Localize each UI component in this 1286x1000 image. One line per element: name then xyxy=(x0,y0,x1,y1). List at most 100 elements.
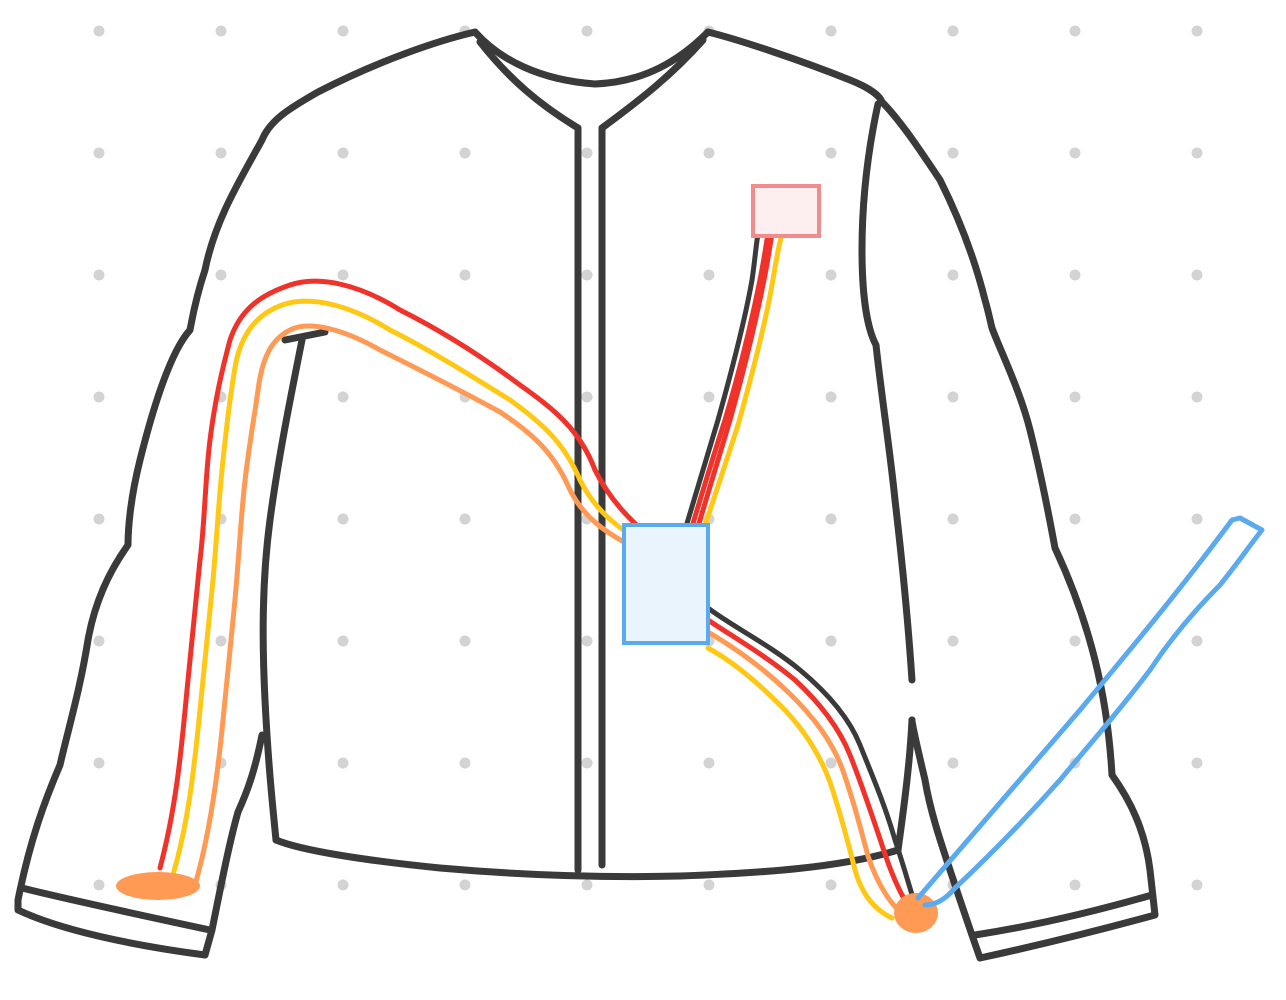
right-shoulder-outline xyxy=(704,28,1159,962)
jacket-body-outline xyxy=(14,28,479,959)
grid-dot xyxy=(1191,635,1203,647)
grid-dot xyxy=(947,25,959,37)
grid-dot xyxy=(703,879,715,891)
wire-yellow-right xyxy=(705,645,895,921)
grid-dot xyxy=(1191,391,1203,403)
grid-dot xyxy=(93,635,105,647)
grid-dot xyxy=(581,147,593,159)
grid-dot xyxy=(825,147,837,159)
right-sleeve-inner xyxy=(908,716,984,962)
grid-dot xyxy=(703,391,715,403)
grid-dot xyxy=(825,269,837,281)
grid-dot xyxy=(947,147,959,159)
grid-dot xyxy=(581,391,593,403)
left-armpit-line xyxy=(281,328,329,344)
grid-dot xyxy=(825,25,837,37)
grid-dot xyxy=(337,757,349,769)
grid-dot xyxy=(581,757,593,769)
jacket-hem xyxy=(272,836,902,881)
grid-dot xyxy=(581,269,593,281)
wire-red-left xyxy=(157,278,651,871)
wire-bundle-chest-sensor xyxy=(679,231,785,543)
grid-dot xyxy=(93,147,105,159)
grid-dot xyxy=(337,879,349,891)
grid-dot xyxy=(337,391,349,403)
left-body-side xyxy=(259,336,306,844)
grid-dot xyxy=(825,635,837,647)
grid-dot xyxy=(459,757,471,769)
grid-dot xyxy=(459,635,471,647)
grid-dot xyxy=(703,757,715,769)
wire-yellow-left xyxy=(169,298,641,881)
wire-outline-right xyxy=(705,605,921,918)
grid-dot xyxy=(947,757,959,769)
grid-dot xyxy=(337,25,349,37)
grid-dot xyxy=(1191,879,1203,891)
jacket-outline xyxy=(14,28,1159,962)
grid-dot xyxy=(93,879,105,891)
grid-dot xyxy=(581,635,593,647)
left-cuff-line xyxy=(18,884,214,934)
grid-dot xyxy=(825,879,837,891)
grid-dot xyxy=(825,757,837,769)
grid-dot xyxy=(215,635,227,647)
grid-dot xyxy=(1191,513,1203,525)
grid-dot xyxy=(947,513,959,525)
grid-dot xyxy=(93,391,105,403)
grid-dot xyxy=(459,269,471,281)
grid-dot xyxy=(581,25,593,37)
grid-dot xyxy=(1069,147,1081,159)
chest-sensor xyxy=(751,184,821,238)
drawing-stylus xyxy=(915,515,1265,908)
grid-dot xyxy=(703,269,715,281)
grid-dot xyxy=(1069,269,1081,281)
grid-dot xyxy=(93,513,105,525)
right-body-inner xyxy=(858,100,916,684)
grid-dot xyxy=(337,513,349,525)
grid-dot xyxy=(947,269,959,281)
grid-dot xyxy=(947,635,959,647)
grid-dot xyxy=(459,879,471,891)
collar-right-inner xyxy=(598,36,707,132)
grid-dot xyxy=(1069,635,1081,647)
grid-dot xyxy=(459,513,471,525)
collar-outer xyxy=(471,28,712,88)
grid-dot xyxy=(93,757,105,769)
left-sleeve-inner xyxy=(201,731,266,959)
wire-orange-right xyxy=(705,629,903,915)
grid-dot xyxy=(581,879,593,891)
grid-dot xyxy=(1191,757,1203,769)
grid-dot xyxy=(947,391,959,403)
grid-dot xyxy=(215,25,227,37)
grid-dot xyxy=(215,147,227,159)
right-body-side xyxy=(894,716,916,854)
grid-dot xyxy=(1069,879,1081,891)
wire-bundle-left-cuff xyxy=(157,278,651,888)
grid-dot xyxy=(93,25,105,37)
grid-dot xyxy=(1069,25,1081,37)
wire-yellow-chest xyxy=(697,231,785,543)
grid-dot xyxy=(337,269,349,281)
grid-dot xyxy=(459,147,471,159)
wire-red-chest-2 xyxy=(691,231,775,543)
left-cuff-pad xyxy=(116,872,200,900)
grid-dot xyxy=(1069,391,1081,403)
wire-bundle-right-hem xyxy=(705,605,921,921)
wire-outline-chest xyxy=(679,231,761,543)
grid-dot xyxy=(93,269,105,281)
grid-dot xyxy=(337,147,349,159)
grid-dot xyxy=(703,147,715,159)
wire-red-right xyxy=(705,617,911,908)
grid-dot xyxy=(1069,513,1081,525)
grid-dot xyxy=(825,513,837,525)
grid-dot xyxy=(825,391,837,403)
grid-dot xyxy=(1191,269,1203,281)
collar-left-inner xyxy=(476,38,582,132)
grid-dot xyxy=(337,635,349,647)
grid-dot xyxy=(1191,25,1203,37)
wire-red-chest xyxy=(685,231,771,543)
right-cuff-line xyxy=(971,891,1156,939)
center-controller xyxy=(622,523,710,645)
grid-dot xyxy=(1191,147,1203,159)
